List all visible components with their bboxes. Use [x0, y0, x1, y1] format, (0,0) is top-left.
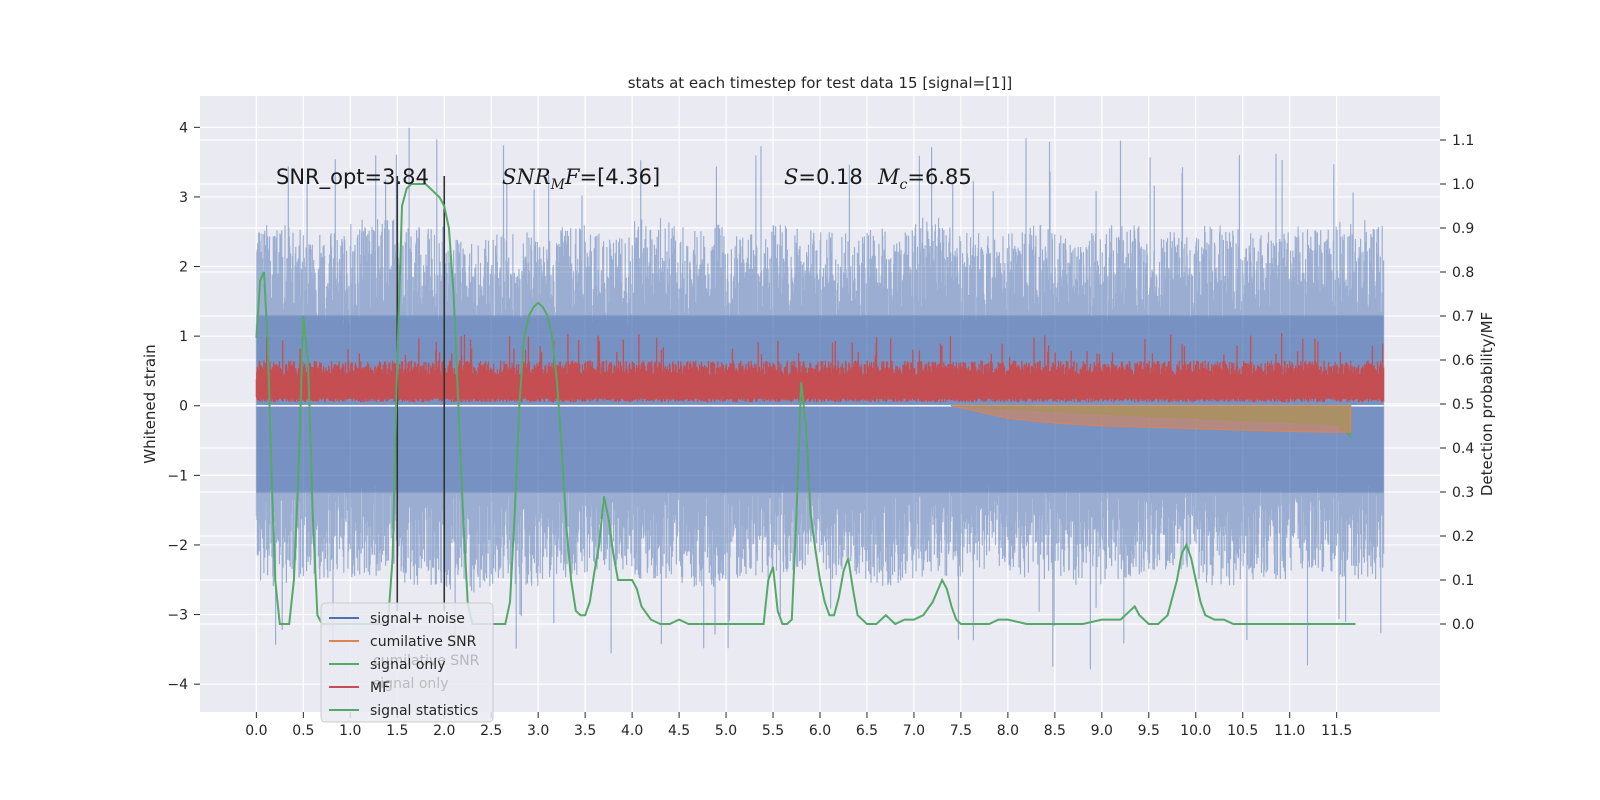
x-tick-label: 5.0 — [715, 723, 737, 739]
annotation-mc-base: M — [877, 165, 900, 189]
x-tick-label: 0.0 — [245, 723, 267, 739]
legend-label: cumilative SNR — [370, 634, 477, 650]
y-axis-ticks: 4 3 2 1 0 −1 −2 −3 −4 — [167, 120, 200, 693]
annotation-snr-mf-value: =[4.36] — [580, 165, 661, 189]
y-tick-label: −3 — [167, 608, 188, 624]
x-tick-label: 6.5 — [856, 723, 878, 739]
y-right-tick-label: 0.6 — [1452, 353, 1474, 369]
chart-title: stats at each timestep for test data 15 … — [628, 74, 1013, 92]
x-tick-label: 3.5 — [574, 723, 596, 739]
legend-ghost-1: cumilative SNR — [373, 653, 480, 669]
x-tick-label: 8.5 — [1044, 723, 1066, 739]
y-right-tick-label: 1.1 — [1452, 133, 1474, 149]
annotation-mc-value: =6.85 — [907, 165, 971, 189]
x-tick-label: 9.5 — [1138, 723, 1160, 739]
annotation-snr-mf-base: SNR — [502, 165, 551, 189]
legend-box — [320, 602, 494, 723]
legend-label: signal only — [370, 657, 445, 673]
y-tick-label: 1 — [179, 329, 188, 345]
annotation-snr-mf: SNRMF=[4.36] — [502, 165, 660, 193]
y-right-tick-label: 0.0 — [1452, 617, 1474, 633]
y-right-tick-label: 0.5 — [1452, 397, 1474, 413]
x-tick-label: 2.5 — [480, 723, 502, 739]
y-right-tick-label: 0.4 — [1452, 441, 1474, 457]
y-tick-label: −1 — [167, 468, 188, 484]
annotation-s: S=0.18 — [784, 165, 863, 189]
annotation-s-symbol: S — [784, 165, 798, 189]
y-right-tick-label: 0.8 — [1452, 265, 1474, 281]
legend: cumilative SNR signal only signal+ noise… — [320, 602, 494, 723]
x-tick-label: 5.5 — [762, 723, 784, 739]
x-tick-label: 6.0 — [809, 723, 831, 739]
x-tick-label: 0.5 — [292, 723, 314, 739]
y-axis-label: Whitened strain — [141, 344, 159, 463]
annotation-snr-mf-sub: M — [550, 177, 566, 193]
x-tick-label: 9.0 — [1091, 723, 1113, 739]
y-tick-label: 4 — [179, 120, 188, 136]
annotation-mc-sub: c — [900, 177, 908, 193]
y-tick-label: −2 — [167, 538, 188, 554]
y-tick-label: 0 — [179, 399, 188, 415]
annotation-mc: Mc=6.85 — [877, 165, 972, 193]
x-tick-label: 7.0 — [903, 723, 925, 739]
y-right-axis-label: Detection probability/MF — [1478, 312, 1496, 496]
y-tick-label: −4 — [167, 677, 188, 693]
y-right-tick-label: 0.2 — [1452, 529, 1474, 545]
y-right-tick-label: 0.3 — [1452, 485, 1474, 501]
y-tick-label: 2 — [179, 260, 188, 276]
legend-label: signal+ noise — [370, 611, 465, 627]
x-tick-label: 10.0 — [1180, 723, 1211, 739]
mf-trace — [255, 333, 1385, 403]
y-right-tick-label: 0.7 — [1452, 309, 1474, 325]
x-tick-label: 7.5 — [950, 723, 972, 739]
x-tick-label: 1.5 — [386, 723, 408, 739]
x-tick-label: 11.5 — [1321, 723, 1352, 739]
x-tick-label: 3.0 — [527, 723, 549, 739]
legend-label: signal statistics — [370, 703, 478, 719]
y-right-tick-label: 1.0 — [1452, 177, 1474, 193]
x-tick-label: 1.0 — [339, 723, 361, 739]
x-tick-label: 11.0 — [1274, 723, 1305, 739]
y-tick-label: 3 — [179, 190, 188, 206]
y-right-tick-label: 0.1 — [1452, 573, 1474, 589]
series-cumulative-snr — [950, 405, 1352, 439]
x-tick-label: 8.0 — [997, 723, 1019, 739]
legend-ghost-2: signal only — [373, 676, 448, 692]
x-tick-label: 4.5 — [668, 723, 690, 739]
cumulative-snr-fill — [950, 405, 1352, 433]
x-tick-label: 2.0 — [433, 723, 455, 739]
x-tick-label: 10.5 — [1227, 723, 1258, 739]
x-axis-ticks: 0.0 0.5 1.0 1.5 2.0 2.5 3.0 3.5 4.0 4.5 5.0 5.5 6.0 6… — [245, 712, 1352, 739]
y-right-axis-ticks: 1.1 1.0 0.9 0.8 0.7 0.6 0.5 0.4 0.3 0.2 0.1 0.0 — [1440, 133, 1474, 633]
annotation-snr-mf-tail: F — [564, 165, 581, 189]
x-tick-label: 4.0 — [621, 723, 643, 739]
annotation-snr-opt: SNR_opt=3.84 — [276, 165, 429, 190]
y-right-tick-label: 0.9 — [1452, 221, 1474, 237]
legend-label: MF — [370, 680, 390, 696]
annotation-s-value: =0.18 — [798, 165, 862, 189]
